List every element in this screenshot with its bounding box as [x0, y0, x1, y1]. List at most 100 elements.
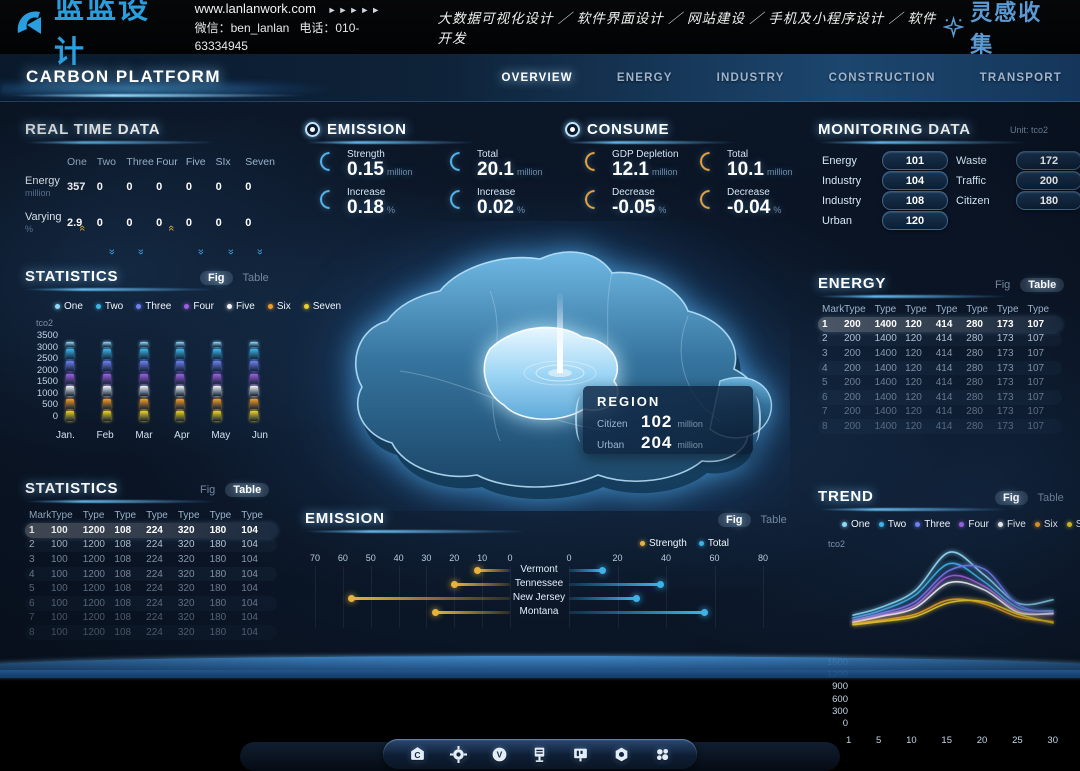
energy-table-row[interactable]: 5 200 1400 120 414 280 173 107 [818, 375, 1062, 390]
nav-tab-overview[interactable]: OVERVIEW [501, 71, 573, 84]
arc-icon [316, 148, 343, 175]
stacked-bar-Feb [102, 339, 111, 421]
trend-legend-item-two[interactable]: Two [878, 519, 906, 530]
statistics-table-cell: 320 [177, 568, 195, 580]
statistics-table-row[interactable]: 7 100 1200 108 224 320 180 104 [25, 611, 277, 626]
gear-icon[interactable] [449, 745, 467, 763]
inspiration-collect-link[interactable]: 灵感收集 [943, 0, 1062, 59]
dashboard-stage: REGION Citizen 102 million Urban 204 million … [0, 101, 1080, 771]
realtime-value: 0 [245, 181, 252, 194]
realtime-value: 0 [156, 181, 163, 194]
bar-segment-three [102, 361, 111, 372]
kiosk-icon[interactable] [531, 746, 548, 763]
statistics-table-cell: 1200 [82, 626, 105, 638]
fig-toggle[interactable]: Fig [995, 491, 1028, 505]
statistics-table-cell: 100 [51, 583, 68, 595]
statistics-table-cell: 2 [29, 539, 35, 551]
energy-table-row[interactable]: 3 200 1400 120 414 280 173 107 [818, 346, 1062, 361]
nav-tab-transport[interactable]: TRANSPORT [979, 71, 1062, 84]
trend-down-icon: « [194, 249, 207, 256]
statistics-table-row[interactable]: 1 100 1200 108 224 320 180 104 [25, 523, 277, 538]
nav-tab-energy[interactable]: ENERGY [616, 71, 673, 84]
statistics-table-row[interactable]: 4 100 1200 108 224 320 180 104 [25, 566, 277, 582]
stat-item-increase: Increase 0.02% [446, 186, 525, 218]
circle-v-icon[interactable]: V [491, 746, 508, 763]
fig-toggle[interactable]: Fig [200, 271, 233, 285]
stat-legend-item-three[interactable]: Three [136, 301, 171, 312]
fig-toggle[interactable]: Fig [200, 484, 216, 496]
bar-segment-five [139, 386, 148, 397]
trend-legend-item-five[interactable]: Five [997, 519, 1026, 530]
nav-tab-industry[interactable]: INDUSTRY [716, 71, 785, 84]
energy-table-cell: 1400 [874, 333, 897, 345]
x-tick: Jun [251, 430, 268, 441]
region-tooltip[interactable]: REGION Citizen 102 million Urban 204 million [575, 386, 753, 454]
table-toggle[interactable]: Table [242, 272, 269, 284]
home-c-icon[interactable]: C [409, 746, 426, 763]
trend-legend-item-one[interactable]: One [842, 519, 870, 530]
region-3d-map[interactable] [290, 221, 790, 511]
stat-legend-item-four[interactable]: Four [184, 301, 214, 312]
stat-legend-label: Five [235, 301, 255, 312]
energy-table-row[interactable]: 6 200 1400 120 414 280 173 107 [818, 389, 1062, 405]
bar-segment-seven [102, 410, 111, 421]
bar-segment-three [249, 361, 258, 372]
table-toggle[interactable]: Table [760, 514, 787, 526]
axis-tick-right: 80 [757, 553, 769, 563]
trend-legend-item-three[interactable]: Three [915, 519, 950, 530]
strength-bar [348, 595, 510, 602]
energy-table-row[interactable]: 1 200 1400 120 414 280 173 107 [818, 317, 1062, 332]
trend-legend-item-six[interactable]: Six [1034, 519, 1058, 530]
statistics-table-cell: 104 [241, 612, 258, 624]
statistics-table-row[interactable]: 8 100 1200 108 224 320 180 104 [25, 625, 277, 640]
brand-url[interactable]: www.lanlanwork.com [194, 1, 316, 17]
stat-legend-item-five[interactable]: Five [226, 301, 255, 312]
arc-icon [446, 148, 473, 175]
energy-table-cell: 173 [996, 391, 1014, 403]
table-toggle[interactable]: Table [225, 483, 270, 497]
total-bar [569, 609, 708, 616]
trend-legend-item-four[interactable]: Four [959, 519, 989, 530]
realtime-table: One Two Three Four Five SIx Seven Energy million… [25, 153, 275, 255]
statistics-table-row[interactable]: 2 100 1200 108 224 320 180 104 [25, 537, 277, 553]
trend-legend-label: One [851, 519, 870, 530]
title-swoosh [565, 141, 735, 144]
arc-icon [696, 148, 723, 175]
stat-legend-item-one[interactable]: One [55, 301, 83, 312]
statistics-table-cell: 1200 [82, 597, 105, 609]
statistics-table-cell: 180 [209, 539, 227, 551]
energy-table-row[interactable]: 7 200 1400 120 414 280 173 107 [818, 405, 1062, 420]
table-toggle[interactable]: Table [1037, 492, 1064, 504]
monitoring-label: Citizen [956, 194, 990, 207]
trend-legend-item-seven[interactable]: Seven [1066, 519, 1080, 530]
statistics-table-row[interactable]: 6 100 1200 108 224 320 180 104 [25, 595, 277, 611]
arc-icon [581, 186, 608, 213]
statistics-table-row[interactable]: 5 100 1200 108 224 320 180 104 [25, 581, 277, 596]
stat-legend-item-two[interactable]: Two [95, 301, 123, 312]
stat-legend-item-six[interactable]: Six [267, 301, 291, 312]
bar-segment-one [102, 341, 111, 347]
board-icon[interactable] [572, 746, 589, 763]
table-toggle[interactable]: Table [1020, 278, 1065, 292]
nut-icon[interactable] [613, 746, 630, 763]
energy-table-cell: 280 [966, 362, 983, 374]
stat-legend-item-seven[interactable]: Seven [303, 301, 341, 312]
energy-table-cell: 107 [1027, 377, 1045, 389]
y-tick: 0 [52, 410, 58, 422]
monitoring-energy-row: Energy 101 [822, 151, 948, 170]
statistics-table-row[interactable]: 3 100 1200 108 224 320 180 104 [25, 552, 277, 567]
bar-segment-three [213, 361, 222, 372]
trend-down-icon: « [224, 249, 237, 256]
emission-legend-item-total[interactable]: Total [698, 538, 729, 549]
statistics-table-cell: 1200 [82, 568, 105, 580]
emission-legend-item-strength[interactable]: Strength [640, 538, 687, 549]
fig-toggle[interactable]: Fig [995, 279, 1011, 291]
energy-table-row[interactable]: 8 200 1400 120 414 280 173 107 [818, 419, 1062, 434]
nav-tab-construction[interactable]: CONSTRUCTION [828, 71, 936, 84]
energy-table-row[interactable]: 2 200 1400 120 414 280 173 107 [818, 331, 1062, 347]
statistics-unit-label: tco2 [36, 318, 54, 328]
apps-icon[interactable] [654, 746, 671, 763]
fig-toggle[interactable]: Fig [718, 513, 751, 527]
collect-label: 灵感收集 [970, 0, 1043, 57]
energy-table-row[interactable]: 4 200 1400 120 414 280 173 107 [818, 360, 1062, 376]
